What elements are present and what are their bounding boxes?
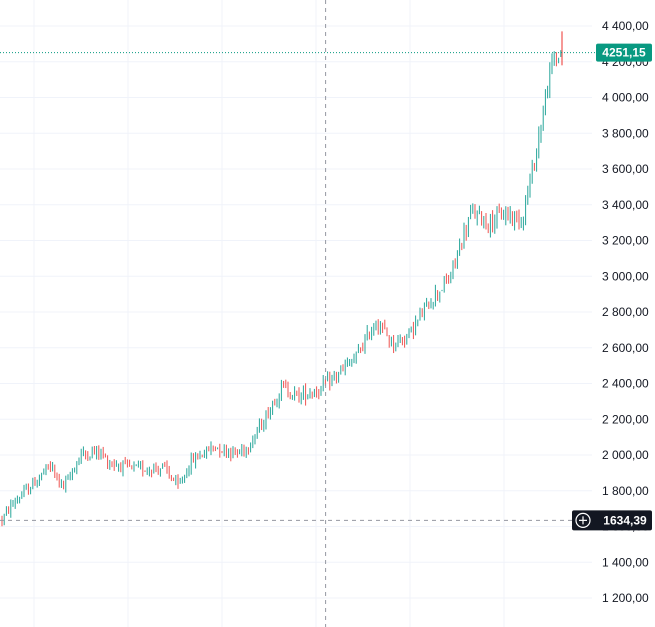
price-axis[interactable]: 1 200,001 400,001 600,001 800,002 000,00… — [602, 19, 649, 605]
last-price-tag-bg — [596, 43, 652, 62]
y-tick-label: 1 200,00 — [602, 591, 649, 605]
y-tick-label: 1 400,00 — [602, 555, 649, 569]
y-tick-label: 4 000,00 — [602, 91, 649, 105]
plus-circle-icon[interactable] — [575, 512, 591, 528]
y-tick-label: 2 000,00 — [602, 448, 649, 462]
y-tick-label: 2 400,00 — [602, 377, 649, 391]
candles-layer — [1, 31, 563, 527]
y-tick-label: 3 000,00 — [602, 269, 649, 283]
y-tick-label: 1 800,00 — [602, 484, 649, 498]
y-tick-label: 3 800,00 — [602, 126, 649, 140]
last-price-tag: 4251,15 — [596, 43, 652, 62]
y-tick-label: 4 400,00 — [602, 19, 649, 33]
last-price-label: 4251,15 — [602, 46, 646, 60]
chart-grid — [0, 0, 592, 627]
crosshair-price-label: 1634,39 — [603, 513, 647, 527]
y-tick-label: 2 200,00 — [602, 412, 649, 426]
y-tick-label: 3 600,00 — [602, 162, 649, 176]
y-tick-label: 3 200,00 — [602, 234, 649, 248]
add-alert-button[interactable] — [575, 512, 591, 528]
crosshair-price-tag-bg — [572, 510, 652, 531]
y-tick-label: 3 400,00 — [602, 198, 649, 212]
y-tick-label: 2 600,00 — [602, 341, 649, 355]
crosshair-price-tag: 1634,39 — [572, 510, 652, 531]
y-tick-label: 2 800,00 — [602, 305, 649, 319]
